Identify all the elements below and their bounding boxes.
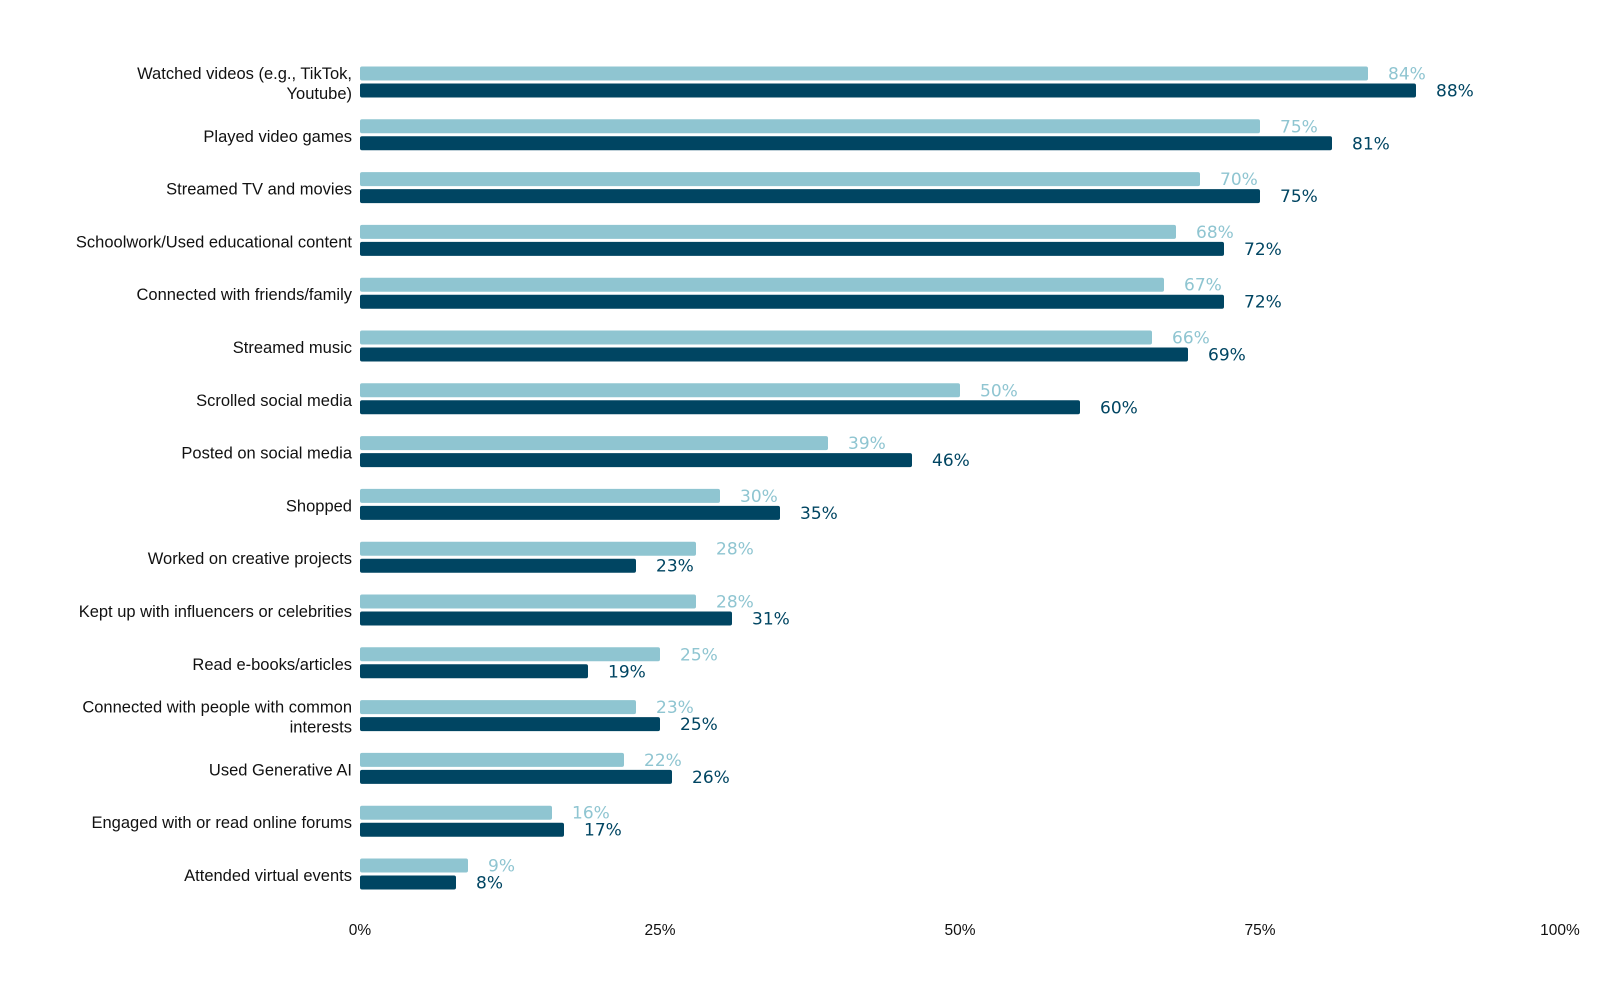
value-label-series-1: 28% bbox=[716, 593, 754, 613]
bar-series-2 bbox=[360, 189, 1260, 204]
value-label-series-1: 84% bbox=[1388, 65, 1426, 85]
value-label-series-2: 19% bbox=[608, 662, 646, 682]
bar-series-1 bbox=[360, 119, 1260, 134]
value-label-series-2: 25% bbox=[680, 715, 718, 735]
bar-series-2 bbox=[360, 294, 1224, 309]
bar-series-1 bbox=[360, 858, 468, 873]
bar-series-1 bbox=[360, 805, 552, 820]
value-label-series-2: 35% bbox=[800, 504, 838, 524]
category-label: Youtube) bbox=[287, 85, 352, 103]
value-label-series-2: 60% bbox=[1100, 398, 1138, 418]
bar-series-2 bbox=[360, 558, 636, 573]
value-label-series-1: 30% bbox=[740, 487, 778, 507]
category-label: Read e-books/articles bbox=[192, 656, 352, 674]
x-tick-label: 0% bbox=[349, 922, 372, 939]
category-label: Schoolwork/Used educational content bbox=[76, 233, 353, 251]
value-label-series-1: 66% bbox=[1172, 329, 1210, 349]
bar-series-2 bbox=[360, 241, 1224, 256]
value-label-series-1: 25% bbox=[680, 645, 718, 665]
bar-series-2 bbox=[360, 822, 564, 837]
bars bbox=[360, 66, 1416, 890]
bar-series-1 bbox=[360, 752, 624, 767]
value-label-series-2: 8% bbox=[476, 874, 503, 894]
bar-series-2 bbox=[360, 505, 780, 520]
category-label: Shopped bbox=[286, 497, 352, 515]
bar-series-1 bbox=[360, 224, 1176, 239]
value-label-series-1: 68% bbox=[1196, 223, 1234, 243]
bar-series-2 bbox=[360, 611, 732, 626]
value-labels: 84% 88% 75% 81% 70% 75% 68% 72% 67% 72% 66%69% 50% 6… bbox=[476, 65, 1474, 894]
value-label-series-2: 17% bbox=[584, 821, 622, 841]
value-label-series-1: 16% bbox=[572, 804, 610, 824]
category-labels: Watched videos (e.g., TikTok, Youtube) Pla… bbox=[76, 65, 353, 885]
value-label-series-1: 50% bbox=[980, 381, 1018, 401]
category-label: Worked on creative projects bbox=[148, 550, 352, 568]
category-label: Streamed music bbox=[233, 339, 352, 357]
value-label-series-2: 88% bbox=[1436, 82, 1474, 102]
value-label-series-1: 28% bbox=[716, 540, 754, 560]
category-label: Connected with people with common bbox=[82, 699, 352, 717]
value-label-series-1: 39% bbox=[848, 434, 886, 454]
value-label-series-2: 69% bbox=[1208, 346, 1246, 366]
value-label-series-2: 72% bbox=[1244, 240, 1282, 260]
bar-series-2 bbox=[360, 400, 1080, 415]
bar-series-1 bbox=[360, 488, 720, 503]
bar-series-1 bbox=[360, 700, 636, 715]
x-axis: 0% 25% 50% 75% 100% bbox=[349, 922, 1580, 939]
bar-series-2 bbox=[360, 347, 1188, 362]
category-label: Watched videos (e.g., TikTok, bbox=[137, 65, 352, 83]
category-label: Played video games bbox=[203, 128, 352, 146]
value-label-series-1: 75% bbox=[1280, 117, 1318, 137]
value-label-series-2: 26% bbox=[692, 768, 730, 788]
category-label: Scrolled social media bbox=[196, 392, 353, 410]
value-label-series-2: 46% bbox=[932, 451, 970, 471]
bar-series-1 bbox=[360, 330, 1152, 345]
x-tick-label: 25% bbox=[644, 922, 675, 939]
category-label: Attended virtual events bbox=[184, 867, 352, 885]
value-label-series-1: 22% bbox=[644, 751, 682, 771]
bar-series-1 bbox=[360, 383, 960, 398]
value-label-series-2: 23% bbox=[656, 557, 694, 577]
value-label-series-2: 75% bbox=[1280, 187, 1318, 207]
category-label: Posted on social media bbox=[181, 445, 352, 463]
bar-series-2 bbox=[360, 453, 912, 468]
bar-series-1 bbox=[360, 172, 1200, 187]
category-label: Used Generative AI bbox=[209, 761, 352, 779]
bar-series-2 bbox=[360, 875, 456, 890]
value-label-series-1: 23% bbox=[656, 698, 694, 718]
category-label: interests bbox=[290, 719, 352, 737]
bar-series-2 bbox=[360, 136, 1332, 151]
bar-series-2 bbox=[360, 717, 660, 732]
value-label-series-1: 67% bbox=[1184, 276, 1222, 296]
x-tick-label: 100% bbox=[1540, 922, 1580, 939]
value-label-series-2: 81% bbox=[1352, 134, 1390, 154]
bar-series-1 bbox=[360, 66, 1368, 81]
bar-series-1 bbox=[360, 277, 1164, 292]
bar-series-1 bbox=[360, 647, 660, 662]
value-label-series-1: 70% bbox=[1220, 170, 1258, 190]
category-label: Kept up with influencers or celebrities bbox=[79, 603, 352, 621]
category-label: Connected with friends/family bbox=[136, 286, 352, 304]
bar-series-2 bbox=[360, 83, 1416, 98]
value-label-series-2: 72% bbox=[1244, 293, 1282, 313]
category-label: Streamed TV and movies bbox=[166, 181, 352, 199]
value-label-series-1: 9% bbox=[488, 857, 515, 877]
x-tick-label: 50% bbox=[944, 922, 975, 939]
bar-series-1 bbox=[360, 541, 696, 556]
category-label: Engaged with or read online forums bbox=[92, 814, 353, 832]
bar-series-1 bbox=[360, 436, 828, 451]
bar-series-2 bbox=[360, 769, 672, 784]
bar-series-2 bbox=[360, 664, 588, 679]
bar-series-1 bbox=[360, 594, 696, 609]
value-label-series-2: 31% bbox=[752, 610, 790, 630]
x-tick-label: 75% bbox=[1244, 922, 1275, 939]
